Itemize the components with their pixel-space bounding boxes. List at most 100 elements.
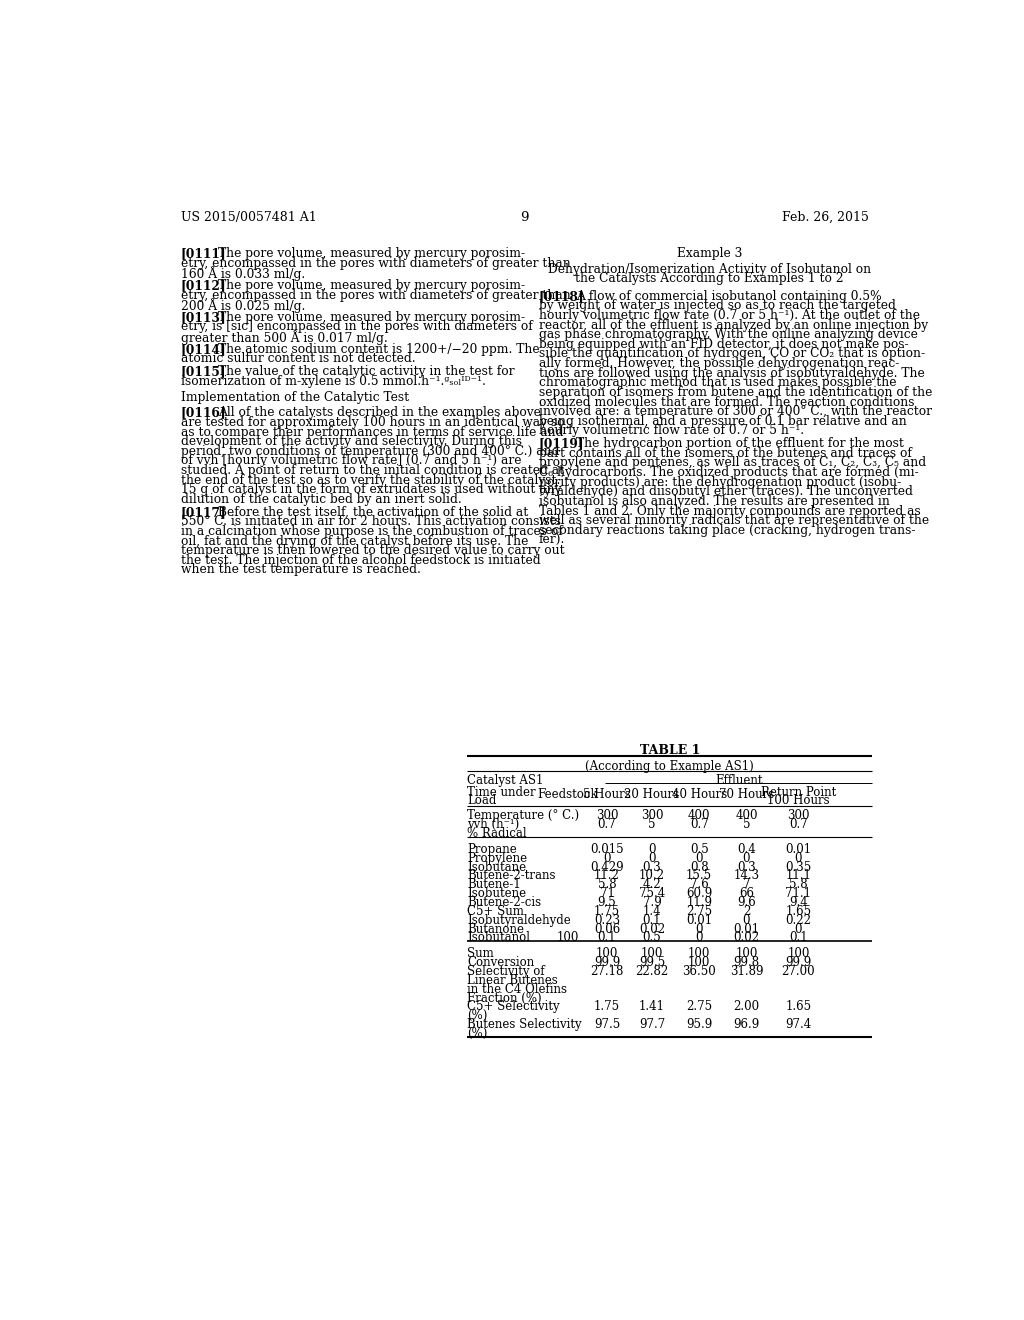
Text: 2.75: 2.75 xyxy=(686,906,713,917)
Text: C5+ Selectivity: C5+ Selectivity xyxy=(467,1001,560,1014)
Text: 100: 100 xyxy=(641,948,664,960)
Text: dilution of the catalytic bed by an inert solid.: dilution of the catalytic bed by an iner… xyxy=(180,492,462,506)
Text: 15.5: 15.5 xyxy=(686,870,713,883)
Text: Isobutanol: Isobutanol xyxy=(467,932,530,945)
Text: isomerization of m-xylene is 0.5 mmol.h⁻¹.ᵍₛₒₗᴵᴰ⁻¹.: isomerization of m-xylene is 0.5 mmol.h⁻… xyxy=(180,375,485,388)
Text: the end of the test so as to verify the stability of the catalyst.: the end of the test so as to verify the … xyxy=(180,474,560,487)
Text: in a calcination whose purpose is the combustion of traces of: in a calcination whose purpose is the co… xyxy=(180,525,562,539)
Text: 4.2: 4.2 xyxy=(643,878,662,891)
Text: 99.8: 99.8 xyxy=(733,956,760,969)
Text: 15 g of catalyst in the form of extrudates is used without any: 15 g of catalyst in the form of extrudat… xyxy=(180,483,561,496)
Text: 0.4: 0.4 xyxy=(737,843,756,855)
Text: etry, encompassed in the pores with diameters of greater than: etry, encompassed in the pores with diam… xyxy=(180,289,570,301)
Text: [0117]: [0117] xyxy=(180,506,226,519)
Text: hourly volumetric flow rate of 0.7 or 5 h⁻¹.: hourly volumetric flow rate of 0.7 or 5 … xyxy=(539,425,804,437)
Text: 0.06: 0.06 xyxy=(594,923,621,936)
Text: 100: 100 xyxy=(596,948,618,960)
Text: Linear Butenes: Linear Butenes xyxy=(467,974,558,987)
Text: [0113]: [0113] xyxy=(180,312,226,323)
Text: C₆ hydrocarbons. The oxidized products that are formed (mi-: C₆ hydrocarbons. The oxidized products t… xyxy=(539,466,919,479)
Text: Feb. 26, 2015: Feb. 26, 2015 xyxy=(782,211,869,224)
Text: tions are followed using the analysis of isobutyraldehyde. The: tions are followed using the analysis of… xyxy=(539,367,925,380)
Text: 66: 66 xyxy=(739,887,754,900)
Text: 9.6: 9.6 xyxy=(737,896,756,909)
Text: 20 Hours: 20 Hours xyxy=(625,788,680,801)
Text: 0: 0 xyxy=(695,851,702,865)
Text: 99.5: 99.5 xyxy=(639,956,665,969)
Text: 0.02: 0.02 xyxy=(733,932,760,945)
Text: as to compare their performances in terms of service life and: as to compare their performances in term… xyxy=(180,425,563,438)
Text: 0.7: 0.7 xyxy=(790,818,808,832)
Text: 0.23: 0.23 xyxy=(594,913,620,927)
Text: 1.4: 1.4 xyxy=(643,906,662,917)
Text: greater than 500 Å is 0.017 ml/g.: greater than 500 Å is 0.017 ml/g. xyxy=(180,330,387,345)
Text: vvh (h⁻¹): vvh (h⁻¹) xyxy=(467,818,520,832)
Text: A flow of commercial isobutanol containing 0.5%: A flow of commercial isobutanol containi… xyxy=(575,289,882,302)
Text: 70 Hours: 70 Hours xyxy=(719,788,774,801)
Text: 0.1: 0.1 xyxy=(598,932,616,945)
Text: 1.65: 1.65 xyxy=(785,906,811,917)
Text: 7.9: 7.9 xyxy=(642,896,662,909)
Text: Butanone: Butanone xyxy=(467,923,524,936)
Text: Example 3: Example 3 xyxy=(677,247,742,260)
Text: 0.22: 0.22 xyxy=(785,913,811,927)
Text: Temperature (° C.): Temperature (° C.) xyxy=(467,809,580,822)
Text: Selectivity of: Selectivity of xyxy=(467,965,545,978)
Text: 0: 0 xyxy=(742,913,751,927)
Text: the test. The injection of the alcohol feedstock is initiated: the test. The injection of the alcohol f… xyxy=(180,554,541,566)
Text: 0.01: 0.01 xyxy=(785,843,811,855)
Text: 0: 0 xyxy=(695,923,702,936)
Text: propylene and pentenes, as well as traces of C₁, C₂, C₃, C₅ and: propylene and pentenes, as well as trace… xyxy=(539,457,926,470)
Text: nority products) are: the dehydrogenation product (isobu-: nority products) are: the dehydrogenatio… xyxy=(539,475,901,488)
Text: 0.7: 0.7 xyxy=(598,818,616,832)
Text: being isothermal, and a pressure of 0.1 bar relative and an: being isothermal, and a pressure of 0.1 … xyxy=(539,414,906,428)
Text: Catalyst AS1: Catalyst AS1 xyxy=(467,775,544,788)
Text: 0: 0 xyxy=(648,851,655,865)
Text: (%): (%) xyxy=(467,1027,487,1040)
Text: The pore volume, measured by mercury porosim-: The pore volume, measured by mercury por… xyxy=(218,279,525,292)
Text: 9.4: 9.4 xyxy=(790,896,808,909)
Text: isobutanol is also analyzed. The results are presented in: isobutanol is also analyzed. The results… xyxy=(539,495,890,508)
Text: 0.5: 0.5 xyxy=(642,932,662,945)
Text: 0: 0 xyxy=(603,851,610,865)
Text: atomic sulfur content is not detected.: atomic sulfur content is not detected. xyxy=(180,352,416,366)
Text: 5.8: 5.8 xyxy=(598,878,616,891)
Text: 0.01: 0.01 xyxy=(686,913,713,927)
Text: 10.2: 10.2 xyxy=(639,870,665,883)
Text: 97.7: 97.7 xyxy=(639,1018,665,1031)
Text: 60.9: 60.9 xyxy=(686,887,713,900)
Text: Isobutyraldehyde: Isobutyraldehyde xyxy=(467,913,571,927)
Text: secondary reactions taking place (cracking, hydrogen trans-: secondary reactions taking place (cracki… xyxy=(539,524,915,537)
Text: US 2015/0057481 A1: US 2015/0057481 A1 xyxy=(180,211,316,224)
Text: by weight of water is injected so as to reach the targeted: by weight of water is injected so as to … xyxy=(539,300,896,313)
Text: well as several minority radicals that are representative of the: well as several minority radicals that a… xyxy=(539,515,929,527)
Text: Propylene: Propylene xyxy=(467,851,527,865)
Text: are tested for approximately 100 hours in an identical way so: are tested for approximately 100 hours i… xyxy=(180,416,564,429)
Text: All of the catalysts described in the examples above: All of the catalysts described in the ex… xyxy=(218,407,541,420)
Text: 100: 100 xyxy=(556,932,579,945)
Text: 100: 100 xyxy=(787,948,810,960)
Text: 97.5: 97.5 xyxy=(594,1018,621,1031)
Text: Conversion: Conversion xyxy=(467,956,535,969)
Text: oil, fat and the drying of the catalyst before its use. The: oil, fat and the drying of the catalyst … xyxy=(180,535,528,548)
Text: 97.4: 97.4 xyxy=(785,1018,811,1031)
Text: etry, encompassed in the pores with diameters of greater than: etry, encompassed in the pores with diam… xyxy=(180,256,570,269)
Text: 7.6: 7.6 xyxy=(690,878,709,891)
Text: 0: 0 xyxy=(795,923,802,936)
Text: [0114]: [0114] xyxy=(180,343,226,356)
Text: 0.5: 0.5 xyxy=(690,843,709,855)
Text: 100: 100 xyxy=(735,948,758,960)
Text: involved are: a temperature of 300 or 400° C., with the reactor: involved are: a temperature of 300 or 40… xyxy=(539,405,932,418)
Text: 99.9: 99.9 xyxy=(785,956,811,969)
Text: TABLE 1: TABLE 1 xyxy=(640,743,700,756)
Text: (%): (%) xyxy=(467,1010,487,1022)
Text: Time under: Time under xyxy=(467,785,537,799)
Text: 9.5: 9.5 xyxy=(598,896,616,909)
Text: 100: 100 xyxy=(688,948,711,960)
Text: Butenes Selectivity: Butenes Selectivity xyxy=(467,1018,582,1031)
Text: 27.18: 27.18 xyxy=(590,965,624,978)
Text: chromatographic method that is used makes possible the: chromatographic method that is used make… xyxy=(539,376,896,389)
Text: 0.01: 0.01 xyxy=(733,923,760,936)
Text: Propane: Propane xyxy=(467,843,517,855)
Text: 11.2: 11.2 xyxy=(594,870,620,883)
